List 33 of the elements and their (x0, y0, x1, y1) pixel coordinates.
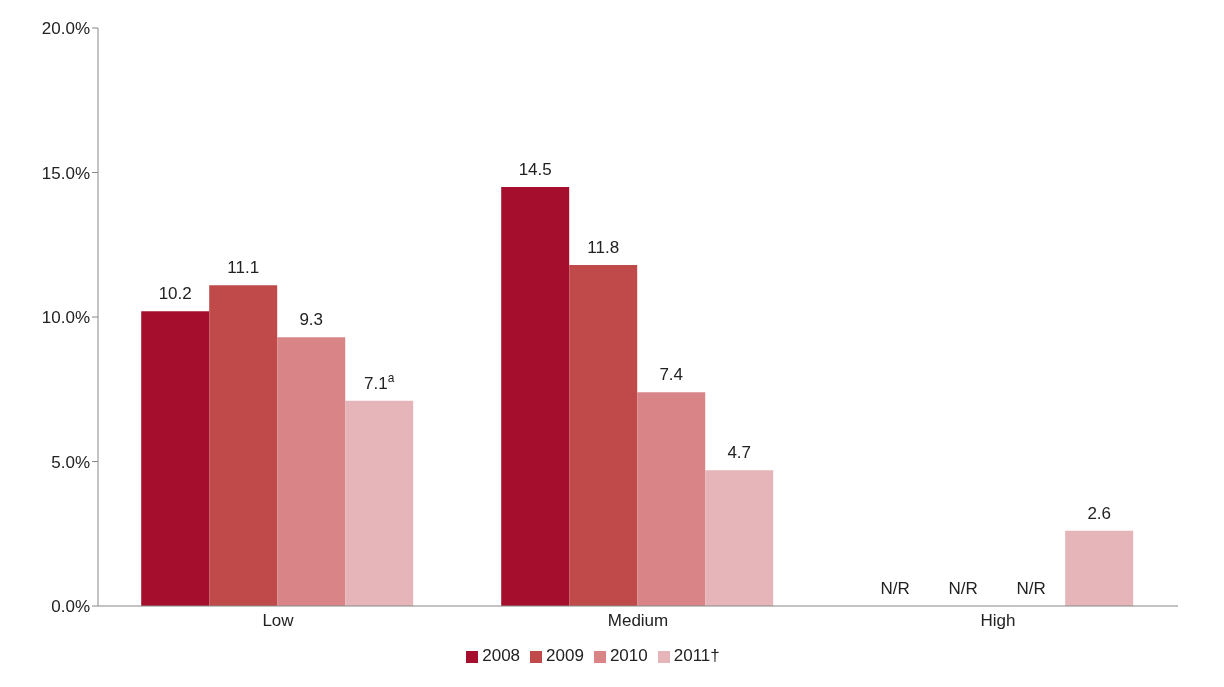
legend-label: 2011† (673, 646, 720, 665)
x-tick-label: Medium (607, 611, 669, 631)
data-label: 9.3 (299, 310, 324, 330)
text: N/R (1016, 579, 1046, 598)
legend-label: 2009 (546, 646, 584, 665)
bar (705, 470, 774, 606)
data-label: 2.6 (1087, 503, 1112, 523)
y-tick-label: 10.0% (41, 308, 90, 328)
bar (569, 264, 638, 606)
y-tick-label: 0.0% (51, 597, 90, 617)
bar (1065, 530, 1134, 606)
data-label: 10.2 (158, 284, 192, 304)
bar (209, 285, 278, 606)
data-label: 11.8 (587, 237, 620, 257)
bar (277, 337, 346, 606)
legend-label: 2010 (609, 646, 648, 665)
text: N/R (948, 579, 978, 598)
data-label: 14.5 (518, 159, 552, 179)
legend-label: 2008 (482, 646, 521, 665)
data-label: 7.1$^{a}$ (364, 370, 395, 393)
bar (345, 400, 414, 606)
x-tick-label: Low (262, 611, 295, 631)
bar (501, 186, 570, 606)
text: N/R (880, 579, 910, 598)
x-tick-label: High (980, 611, 1016, 631)
data-label: 11.1 (227, 258, 260, 278)
data-label: 7.4 (659, 365, 684, 385)
y-tick-label: 20.0% (41, 19, 90, 39)
bar (637, 392, 706, 606)
y-tick-label: 15.0% (41, 163, 90, 183)
y-tick-label: 5.0% (51, 452, 90, 472)
data-label: 4.7 (727, 443, 752, 463)
bar (141, 311, 210, 606)
